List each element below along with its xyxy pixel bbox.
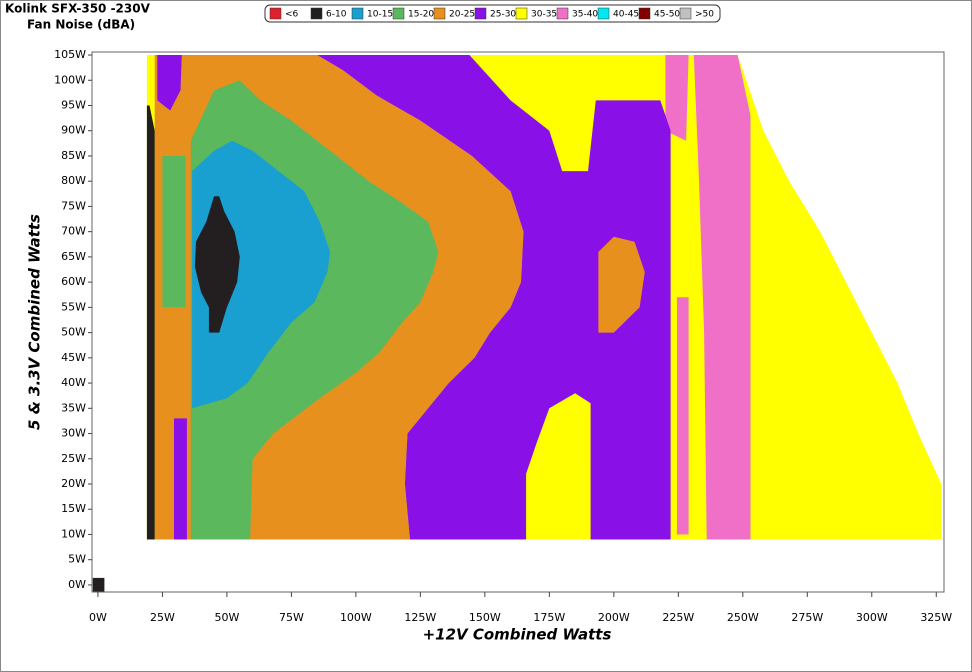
legend-swatch xyxy=(310,7,323,20)
noise-region xyxy=(677,297,689,535)
x-tick-label: 50W xyxy=(214,611,239,624)
x-tick-label: 75W xyxy=(279,611,304,624)
y-tick-label: 80W xyxy=(61,174,86,187)
legend-swatch xyxy=(556,7,569,20)
x-tick-label: 325W xyxy=(920,611,952,624)
plot-area xyxy=(92,55,942,592)
y-tick-label: 40W xyxy=(61,376,86,389)
noise-region xyxy=(194,196,240,333)
y-tick-label: 30W xyxy=(61,427,86,440)
y-tick-label: 55W xyxy=(61,300,86,313)
legend-swatch xyxy=(392,7,405,20)
x-tick-label: 275W xyxy=(791,611,823,624)
x-tick-label: 300W xyxy=(856,611,888,624)
noise-region xyxy=(162,156,186,308)
chart-title: Kolink SFX-350 -230V xyxy=(5,2,151,16)
x-tick-label: 150W xyxy=(469,611,501,624)
noise-region xyxy=(526,393,591,540)
noise-region xyxy=(693,55,751,540)
legend-swatch xyxy=(679,7,692,20)
y-tick-label: 90W xyxy=(61,124,86,137)
y-tick-label: 65W xyxy=(61,250,86,263)
y-tick-label: 15W xyxy=(61,502,86,515)
x-tick-label: 175W xyxy=(533,611,565,624)
x-tick-label: 250W xyxy=(727,611,759,624)
legend-label: 10-15 xyxy=(367,10,393,20)
y-tick-label: 85W xyxy=(61,149,86,162)
y-tick-label: 100W xyxy=(54,73,86,86)
legend-swatch xyxy=(269,7,282,20)
legend-label: 45-50 xyxy=(654,10,680,20)
noise-region xyxy=(665,55,689,141)
noise-region xyxy=(598,236,645,333)
legend-label: 25-30 xyxy=(490,10,516,20)
y-tick-label: 10W xyxy=(61,527,86,540)
legend-label: <6 xyxy=(285,10,299,20)
noise-region xyxy=(192,140,331,409)
x-tick-label: 0W xyxy=(89,611,107,624)
legend-label: 15-20 xyxy=(408,10,434,20)
y-tick-label: 35W xyxy=(61,401,86,414)
noise-region xyxy=(146,105,155,540)
noise-region xyxy=(92,577,105,592)
x-tick-label: 25W xyxy=(150,611,175,624)
y-tick-label: 105W xyxy=(54,48,86,61)
y-tick-label: 95W xyxy=(61,98,86,111)
x-tick-label: 100W xyxy=(340,611,372,624)
noise-region xyxy=(174,418,187,540)
legend-swatch xyxy=(597,7,610,20)
legend-swatch xyxy=(515,7,528,20)
x-tick-label: 225W xyxy=(662,611,694,624)
y-tick-label: 5W xyxy=(68,553,86,566)
legend-swatch xyxy=(351,7,364,20)
plot-frame xyxy=(91,51,945,593)
legend-label: 30-35 xyxy=(531,10,557,20)
y-tick-label: 45W xyxy=(61,351,86,364)
x-axis-label: +12V Combined Watts xyxy=(423,626,612,644)
legend-label: 35-40 xyxy=(572,10,598,20)
chart-subtitle: Fan Noise (dBA) xyxy=(27,18,135,32)
legend-label: 20-25 xyxy=(449,10,475,20)
legend-swatch xyxy=(474,7,487,20)
legend-swatch xyxy=(433,7,446,20)
y-axis-label: 5 & 3.3V Combined Watts xyxy=(26,214,44,430)
legend-label: 40-45 xyxy=(613,10,639,20)
y-tick-label: 25W xyxy=(61,452,86,465)
y-tick-label: 0W xyxy=(68,578,86,591)
legend-swatch xyxy=(638,7,651,20)
legend-label: >50 xyxy=(695,10,714,20)
y-tick-label: 50W xyxy=(61,326,86,339)
legend-label: 6-10 xyxy=(326,10,347,20)
noise-region xyxy=(157,55,182,111)
x-tick-label: 125W xyxy=(404,611,436,624)
y-tick-label: 20W xyxy=(61,477,86,490)
x-tick-label: 200W xyxy=(598,611,630,624)
y-tick-label: 60W xyxy=(61,275,86,288)
y-tick-label: 75W xyxy=(61,199,86,212)
y-tick-label: 70W xyxy=(61,225,86,238)
